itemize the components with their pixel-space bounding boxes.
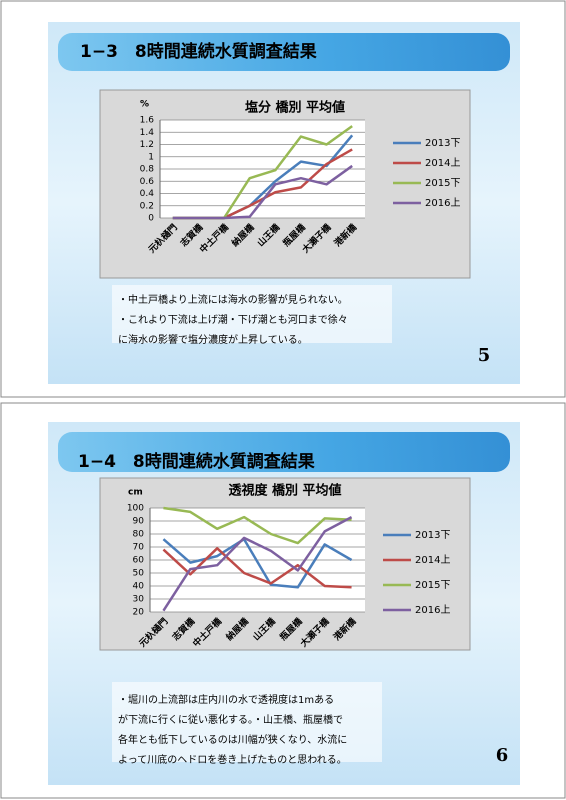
- slide-title: 1−3 8時間連続水質調査結果: [80, 41, 317, 62]
- note-line: が下流に行くに従い悪化する。・山王橋、瓶屋橋で: [118, 713, 343, 726]
- legend-label: 2013下: [425, 138, 460, 149]
- legend-label: 2015下: [415, 580, 450, 591]
- y-tick-label: 30: [133, 595, 145, 605]
- page-number: 6: [496, 745, 509, 766]
- note-line: 各年とも低下しているのは川幅が狭くなり、水流に: [118, 733, 347, 746]
- y-tick-label: 20: [133, 608, 145, 618]
- y-tick-label: 0.6: [140, 177, 155, 187]
- y-axis-label: cm: [128, 488, 143, 498]
- y-tick-label: 0.4: [140, 189, 155, 199]
- series-line: [163, 506, 352, 545]
- y-tick-label: 0.2: [140, 201, 154, 211]
- y-tick-label: 1: [148, 152, 154, 162]
- series-line: [162, 547, 352, 589]
- note-line: よって川底のヘドロを巻き上げたものと思われる。: [118, 753, 347, 766]
- chart-title: 塩分 橋別 平均値: [245, 100, 345, 116]
- y-tick-label: 0.8: [140, 165, 155, 175]
- y-tick-label: 100: [127, 504, 144, 514]
- y-tick-label: 80: [133, 530, 145, 540]
- chart-title: 透視度 橋別 平均値: [228, 483, 341, 499]
- series-line: [172, 164, 353, 220]
- note-line: ・これより下流は上げ潮・下げ潮とも河口まで徐々: [118, 313, 348, 326]
- note-line: に海水の影響で塩分濃度が上昇している。: [118, 333, 308, 346]
- legend-label: 2013下: [415, 530, 450, 541]
- y-tick-label: 0: [148, 214, 154, 224]
- note-line: ・中土戸橋より上流には海水の影響が見られない。: [118, 293, 348, 306]
- series-line: [162, 515, 353, 612]
- y-tick-label: 40: [133, 582, 145, 592]
- y-tick-label: 1.4: [140, 128, 155, 138]
- legend-label: 2014上: [415, 554, 450, 566]
- y-tick-label: 90: [133, 517, 145, 527]
- y-tick-label: 1.6: [140, 116, 155, 126]
- page-number: 5: [478, 345, 491, 366]
- note-line: ・堀川の上流部は庄内川の水で透視度は1mある: [118, 693, 334, 706]
- notes-box: [112, 285, 392, 343]
- legend-label: 2016上: [415, 604, 450, 616]
- slide-header: [58, 432, 510, 472]
- y-tick-label: 60: [133, 556, 145, 566]
- y-tick-label: 1.2: [140, 140, 154, 150]
- series-line: [162, 537, 353, 589]
- notes-box: [112, 682, 382, 762]
- y-tick-label: 50: [133, 569, 145, 579]
- slide-title: 1−4 8時間連続水質調査結果: [78, 451, 315, 472]
- y-tick-label: 70: [133, 543, 145, 553]
- y-axis-label: %: [140, 100, 149, 110]
- legend-label: 2014上: [425, 157, 460, 169]
- slide-header: [58, 33, 510, 71]
- legend-label: 2016上: [425, 197, 460, 209]
- legend-label: 2015下: [425, 178, 460, 189]
